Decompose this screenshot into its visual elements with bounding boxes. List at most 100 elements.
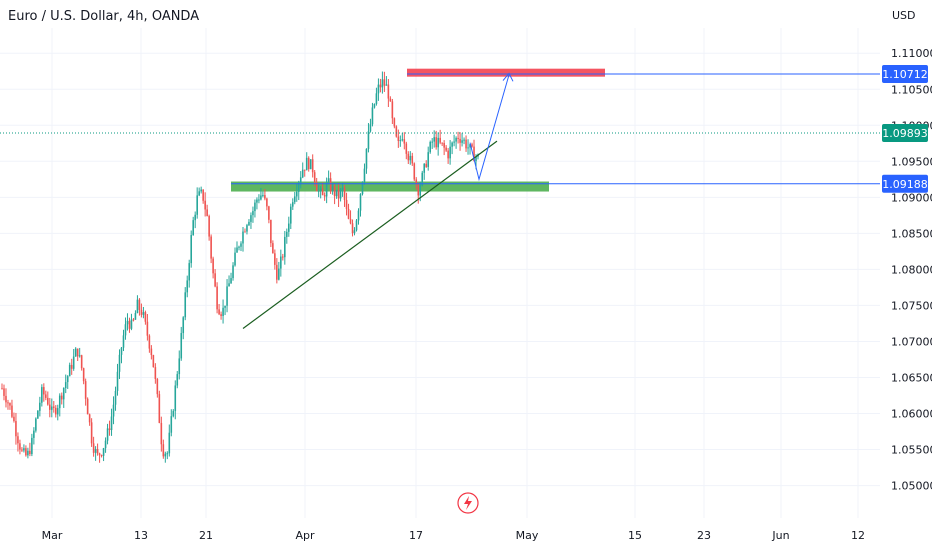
candle-body (377, 84, 380, 94)
candle-body (11, 405, 13, 417)
candle-body (76, 348, 79, 357)
candle-body (453, 141, 455, 143)
price-badge-text: 1.09893 (882, 127, 928, 140)
candle-body (54, 407, 57, 415)
candle-body (425, 163, 428, 167)
candle-body (222, 307, 224, 316)
candle-body (299, 177, 302, 183)
candle-body (407, 153, 410, 161)
level-price-badge (882, 174, 928, 193)
candle-body (473, 146, 475, 162)
candle-body (144, 312, 147, 322)
candle-body (341, 187, 344, 190)
candle-body (90, 422, 93, 444)
candle-body (272, 243, 274, 254)
candle-body (106, 428, 109, 441)
candle-body (297, 182, 300, 192)
candle-body (417, 184, 420, 196)
candle-body (15, 421, 17, 437)
candle-body (152, 355, 155, 368)
x-tick-label: 15 (628, 529, 642, 542)
price-badge-text: 1.09188 (882, 178, 928, 191)
y-tick-label: 1.11000 (891, 47, 932, 60)
candle-body (82, 368, 85, 382)
candle-body (289, 206, 292, 224)
candle-body (128, 320, 131, 329)
candle-body (286, 231, 288, 237)
ascending-trendline (242, 140, 498, 329)
lightning-bolt-icon[interactable] (457, 492, 479, 514)
candle-body (262, 195, 264, 197)
candle-body (200, 189, 202, 192)
candle-body (60, 395, 63, 400)
candle-body (194, 214, 196, 221)
chart-zones (231, 68, 605, 192)
candle-body (311, 159, 314, 173)
candle-body (375, 93, 378, 104)
bolt-glyph (464, 496, 472, 510)
candle-body (66, 376, 69, 383)
projection-path (469, 74, 510, 182)
candle-body (108, 428, 111, 431)
chart-drawings[interactable] (0, 72, 880, 329)
candle-body (160, 422, 163, 445)
candle-body (421, 172, 424, 186)
candle-body (246, 225, 248, 232)
candle-body (174, 385, 177, 411)
time-axis[interactable]: Mar 13 21 Apr 17 May 15 23 Jun 12 (42, 529, 865, 542)
candle-body (168, 432, 171, 454)
candle-body (150, 348, 153, 356)
candle-body (465, 139, 467, 149)
candle-body (86, 398, 89, 415)
candle-body (359, 194, 362, 211)
candle-body (13, 416, 15, 422)
candle-body (112, 404, 115, 417)
candle-body (429, 142, 432, 153)
candle-body (461, 140, 463, 143)
projection-arrowhead (502, 72, 514, 82)
candle-body (363, 168, 366, 182)
candle-body (315, 182, 318, 192)
candle-body (463, 139, 465, 141)
candle-body (56, 408, 59, 415)
x-tick-label: 13 (134, 529, 148, 542)
candle-body (333, 186, 336, 197)
candle-body (280, 256, 282, 269)
candle-body (317, 190, 320, 192)
candle-body (240, 243, 242, 247)
y-tick-label: 1.09500 (891, 155, 932, 168)
candle-body (443, 143, 445, 148)
candle-body (94, 449, 97, 453)
candle-body (260, 195, 262, 200)
candle-body (80, 355, 83, 369)
candle-body (210, 236, 212, 259)
candle-body (284, 236, 286, 258)
candle-body (313, 172, 316, 183)
candle-body (208, 215, 210, 237)
candle-body (457, 137, 459, 139)
candle-body (98, 453, 101, 456)
candle-body (41, 387, 43, 403)
candle-body (140, 309, 143, 315)
candle-body (72, 356, 75, 369)
y-tick-label: 1.08500 (891, 227, 932, 240)
candle-body (351, 223, 354, 234)
candle-body (58, 395, 61, 409)
candle-body (158, 394, 161, 423)
price-badge-text: 1.10712 (882, 68, 928, 81)
x-tick-label: 12 (851, 529, 865, 542)
x-tick-label: 23 (697, 529, 711, 542)
chart-title: Euro / U.S. Dollar, 4h, OANDA (8, 9, 200, 24)
candle-body (186, 280, 189, 293)
candle-body (405, 143, 408, 154)
candle-body (166, 453, 169, 455)
candle-body (62, 388, 65, 400)
candle-body (459, 138, 461, 143)
price-axis[interactable]: 1.110001.105001.100001.095001.090001.085… (891, 47, 932, 492)
candle-body (114, 390, 117, 405)
candle-body (136, 299, 139, 314)
candle-body (21, 449, 23, 451)
candle-body (236, 247, 238, 253)
candle-body (403, 139, 406, 144)
